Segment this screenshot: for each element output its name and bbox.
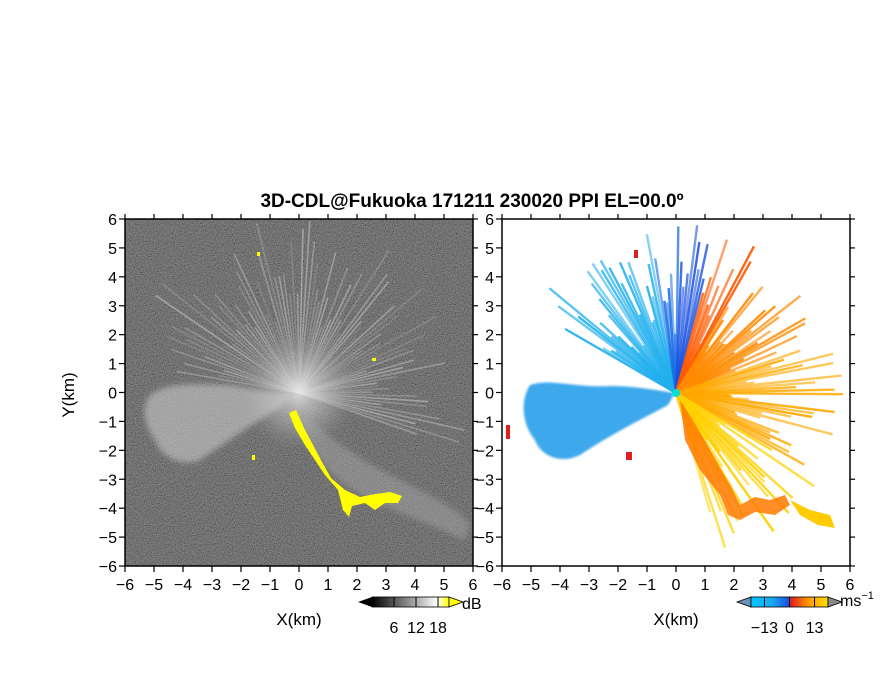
receding-southeast-tail [680, 400, 790, 520]
velocity-colorbar-unit: ms−1 [840, 590, 874, 610]
db-colorbar-high-arrow [448, 596, 465, 608]
y-tick-label: 0 [108, 386, 117, 403]
southeast-yellow-tail [790, 500, 835, 528]
colorbar-tick-label: −13 [751, 620, 778, 637]
velocity-colorbar-unit-base: ms [840, 593, 861, 610]
x-tick-label: −2 [232, 577, 250, 594]
x-tick-label: 3 [759, 577, 768, 594]
x-tick-label: −5 [145, 577, 163, 594]
y-tick-label: 6 [108, 212, 117, 229]
x-tick-label: 3 [382, 577, 391, 594]
db-colorbar: 6 12 18 dB [358, 596, 482, 637]
y-tick-label: 5 [108, 241, 117, 258]
x-tick-label: 4 [788, 577, 797, 594]
reflectivity-echo [144, 221, 470, 540]
x-tick-label: −1 [638, 577, 656, 594]
yellow-speck [252, 455, 255, 460]
clutter-patch-southeast [300, 410, 470, 540]
y-tick-label: 3 [108, 299, 117, 316]
red-edge-speck [506, 425, 510, 439]
y-tick-label: 1 [485, 357, 494, 374]
x-tick-label: −6 [116, 577, 134, 594]
velocity-colorbar: −13 0 13 ms−1 [735, 590, 874, 637]
x-tick-label: 4 [411, 577, 420, 594]
x-tick-label: 0 [672, 577, 681, 594]
x-tick-label: −2 [609, 577, 627, 594]
colorbar-tick-label: 18 [429, 620, 447, 637]
y-tick-label: −1 [476, 414, 494, 431]
x-tick-label: −3 [580, 577, 598, 594]
y-tick-label: 5 [485, 241, 494, 258]
x-tick-label: 5 [440, 577, 449, 594]
chart-title: 3D-CDL@Fukuoka 171211 230020 PPI EL=00.0… [260, 191, 683, 212]
db-colorbar-low-arrow [358, 597, 372, 607]
clutter-patch-west [144, 384, 292, 463]
red-speck [626, 452, 632, 460]
x-tick-label: −4 [174, 577, 192, 594]
y-tick-label: −6 [99, 559, 117, 576]
colorbar-tick-label: 6 [390, 620, 399, 637]
y-tick-label: 3 [485, 299, 494, 316]
db-colorbar-unit: dB [462, 596, 482, 613]
red-speck [634, 250, 638, 258]
x-tick-label: −6 [493, 577, 511, 594]
y-tick-label: 2 [485, 328, 494, 345]
x-axis-label-left: X(km) [276, 610, 321, 629]
x-tick-label: 1 [324, 577, 333, 594]
y-axis-label: Y(km) [59, 372, 78, 417]
colorbar-tick-label: 12 [407, 620, 425, 637]
y-tick-label: −1 [99, 414, 117, 431]
velocity-colorbar-high-arrow [827, 596, 844, 608]
velocity-colorbar-low-arrow [735, 596, 752, 608]
x-tick-label: 1 [701, 577, 710, 594]
y-tick-label: 1 [108, 357, 117, 374]
approaching-west-lobe [523, 382, 675, 460]
y-tick-label: 0 [485, 386, 494, 403]
velocity-colorbar-unit-exponent: −1 [861, 590, 874, 602]
colorbar-tick-label: 13 [806, 620, 824, 637]
y-tick-label: 4 [485, 270, 494, 287]
x-tick-label: −4 [551, 577, 569, 594]
y-tick-label: −2 [476, 443, 494, 460]
x-tick-label: −5 [522, 577, 540, 594]
x-tick-label: −3 [203, 577, 221, 594]
colorbar-tick-label: 0 [785, 620, 794, 637]
y-tick-label: −4 [99, 501, 117, 518]
x-tick-label: 0 [295, 577, 304, 594]
x-tick-label: −1 [261, 577, 279, 594]
y-tick-label: −5 [99, 530, 117, 547]
db-colorbar-bar [371, 596, 450, 608]
x-tick-label: 6 [469, 577, 478, 594]
x-tick-label: 5 [817, 577, 826, 594]
y-tick-label: −2 [99, 443, 117, 460]
strong-echo-yellow [289, 410, 402, 517]
y-tick-label: −3 [476, 472, 494, 489]
y-tick-label: −6 [476, 559, 494, 576]
y-tick-label: −3 [99, 472, 117, 489]
y-tick-label: 6 [485, 212, 494, 229]
velocity-panel: −6 −5 −4 −3 −2 −1 0 1 2 3 4 5 6 −6 −5 −4 −3 −2 −1 0 1 2 3 4 5 6 [476, 212, 855, 594]
reflectivity-panel: −6 −5 −4 −3 −2 −1 0 1 2 3 4 5 6 −6 −5 −4 −3 −2 −1 0 1 2 3 4 5 6 [99, 212, 478, 594]
yellow-speck [372, 358, 376, 361]
velocity-echo [506, 225, 843, 549]
y-tick-label: −4 [476, 501, 494, 518]
x-tick-label: 2 [353, 577, 362, 594]
yellow-speck [257, 252, 260, 256]
y-tick-label: 4 [108, 270, 117, 287]
y-tick-label: −5 [476, 530, 494, 547]
x-axis-label-right: X(km) [653, 610, 698, 629]
radar-origin [672, 389, 680, 397]
echo-core [239, 333, 359, 453]
x-tick-label: 2 [730, 577, 739, 594]
y-tick-label: 2 [108, 328, 117, 345]
x-tick-label: 6 [846, 577, 855, 594]
